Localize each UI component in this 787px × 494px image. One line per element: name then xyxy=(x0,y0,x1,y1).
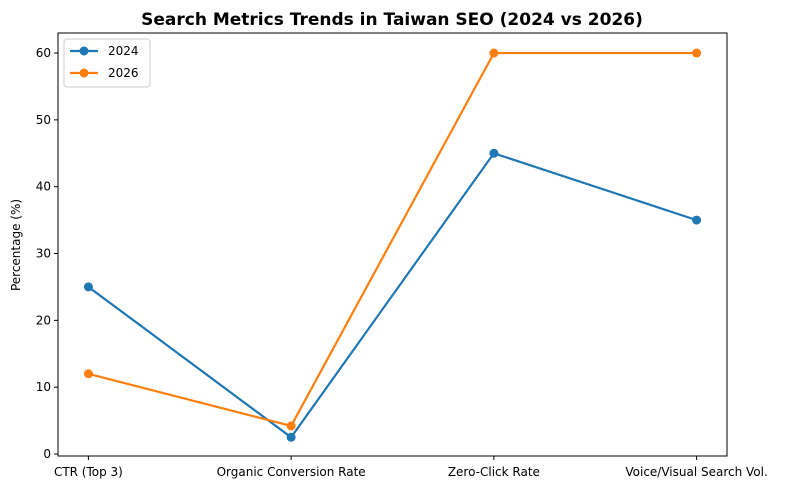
y-tick-label: 20 xyxy=(36,313,51,327)
data-point xyxy=(83,369,93,379)
data-point xyxy=(286,421,296,431)
legend: 2024 2026 xyxy=(63,38,151,88)
y-tick-label: 30 xyxy=(36,247,51,261)
x-tick-label: Organic Conversion Rate xyxy=(217,465,366,479)
series-2024 xyxy=(83,148,702,442)
y-tick-label: 60 xyxy=(36,46,51,60)
y-tick-label: 0 xyxy=(43,447,51,461)
y-tick-label: 10 xyxy=(36,380,51,394)
series-2026 xyxy=(83,48,702,431)
x-tick-label: Voice/Visual Search Vol. xyxy=(625,465,767,479)
data-point xyxy=(692,48,702,58)
plot-frame xyxy=(57,32,728,457)
data-point xyxy=(489,148,499,158)
y-tick-label: 40 xyxy=(36,180,51,194)
data-point xyxy=(83,282,93,292)
data-point xyxy=(692,215,702,225)
series-line xyxy=(87,151,697,439)
x-tick-label: CTR (Top 3) xyxy=(54,465,123,479)
legend-label: 2024 xyxy=(108,44,139,58)
legend-marker xyxy=(79,46,89,56)
data-point xyxy=(286,432,296,442)
data-point xyxy=(489,48,499,58)
y-axis-label: Percentage (%) xyxy=(9,199,23,291)
y-tick-label: 50 xyxy=(36,113,51,127)
x-tick-label: Zero-Click Rate xyxy=(448,465,540,479)
chart-title: Search Metrics Trends in Taiwan SEO (202… xyxy=(141,10,643,30)
legend-label: 2026 xyxy=(108,66,139,80)
legend-marker xyxy=(79,68,89,78)
series-line xyxy=(88,51,697,428)
